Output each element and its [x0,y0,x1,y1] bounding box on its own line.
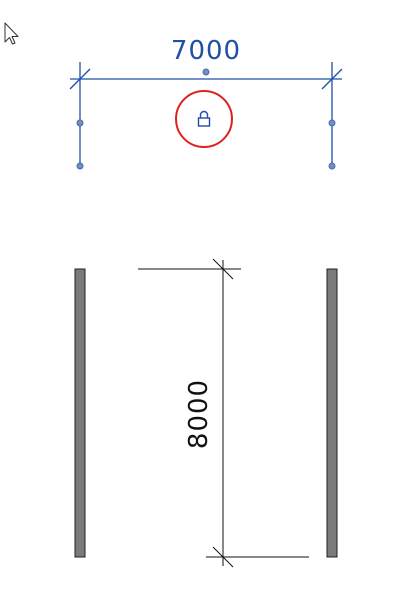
grip-text-drag[interactable] [202,68,210,76]
grip-witness-left-mid[interactable] [76,119,84,127]
dimension-value-horizontal[interactable]: 7000 [171,36,241,66]
dimension-tick-top [212,258,234,280]
wall-left[interactable] [74,268,86,558]
dimension-horizontal[interactable]: 7000 [69,36,343,170]
dimension-tick-bottom [212,546,234,568]
grip-witness-left-end[interactable] [76,162,84,170]
dimension-tick-left [69,68,91,90]
dimension-value-vertical[interactable]: 8000 [184,379,214,449]
lock-highlight-circle [175,90,233,148]
arrow-cursor-icon [4,22,19,45]
dimension-vertical[interactable]: 8000 [138,258,309,568]
grip-witness-right-end[interactable] [328,162,336,170]
lock-toggle[interactable] [175,90,233,148]
lock-icon[interactable] [197,110,211,127]
grip-witness-right-mid[interactable] [328,119,336,127]
dimension-tick-right [321,68,343,90]
wall-right[interactable] [326,268,338,558]
